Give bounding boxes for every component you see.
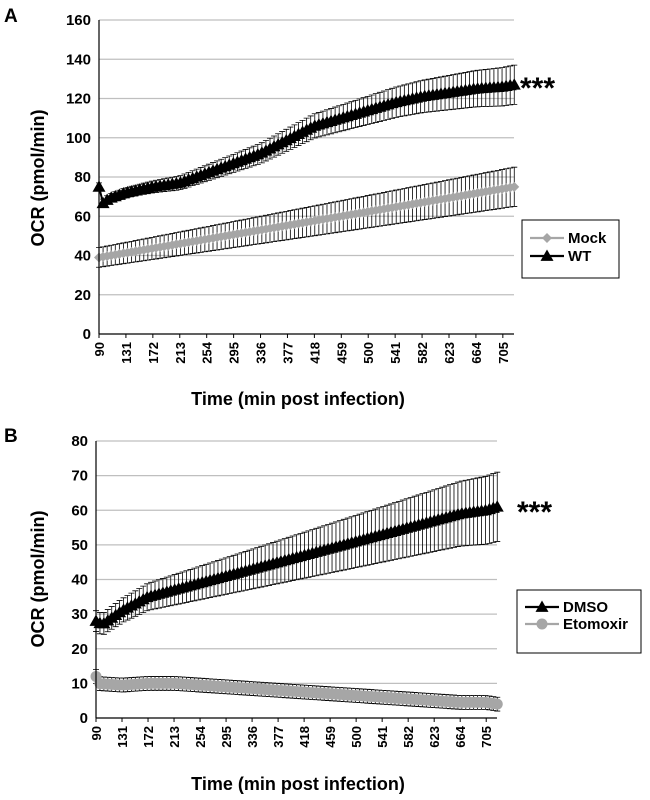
y-tick-label: 60	[71, 502, 88, 519]
x-tick-label: 295	[219, 726, 234, 748]
legend-marker-dmso	[535, 600, 549, 612]
y-tick-label: 20	[71, 641, 88, 658]
data-point-mock	[509, 181, 520, 192]
x-tick-label: 459	[323, 726, 338, 748]
significance-b: ***	[517, 496, 552, 529]
markers-b	[89, 500, 504, 710]
gridlines-a	[99, 19, 514, 296]
x-tick-label: 90	[92, 342, 107, 356]
x-tick-label: 172	[146, 342, 161, 364]
x-tick-label: 336	[245, 726, 260, 748]
x-tick-label: 664	[453, 725, 468, 747]
x-tick-label: 131	[115, 726, 130, 748]
x-tick-label: 541	[375, 726, 390, 748]
significance-a: ***	[520, 72, 555, 105]
y-tick-label: 30	[71, 606, 88, 623]
data-point-dmso	[490, 500, 504, 512]
x-tick-label: 213	[167, 726, 182, 748]
y-tick-label: 10	[71, 675, 88, 692]
error-bars-b	[93, 471, 501, 712]
y-tick-label: 70	[71, 468, 88, 485]
x-tick-label: 418	[297, 726, 312, 748]
x-tick-label: 336	[254, 342, 269, 364]
x-ticks-b: 90 131 172 213 254 295 336 377 418 459 500 541 582 62…	[89, 725, 494, 747]
y-tick-label: 160	[66, 12, 91, 29]
x-tick-label: 500	[361, 342, 376, 364]
legend-box	[521, 219, 620, 279]
y-tick-label: 40	[74, 248, 91, 265]
legend-label-mock: Mock	[568, 230, 607, 247]
y-tick-label: 20	[74, 287, 91, 304]
x-tick-label: 377	[271, 726, 286, 748]
axes-b	[95, 441, 497, 722]
panel-letter-b: B	[4, 426, 18, 447]
y-tick-label: 120	[66, 91, 91, 108]
y-tick-label: 80	[71, 433, 88, 450]
x-tick-label: 254	[200, 341, 215, 363]
panel-letter-a: A	[4, 6, 18, 27]
x-tick-label: 623	[427, 726, 442, 748]
x-tick-label: 254	[193, 725, 208, 747]
legend-label-wt: WT	[568, 248, 591, 265]
data-point-wt	[507, 78, 521, 90]
x-tick-label: 172	[141, 726, 156, 748]
x-tick-label: 541	[388, 342, 403, 364]
x-axis-label-a: Time (min post infection)	[191, 389, 405, 409]
x-tick-label: 582	[415, 342, 430, 364]
x-tick-label: 459	[334, 342, 349, 364]
y-tick-label: 0	[80, 710, 88, 727]
x-tick-label: 500	[349, 726, 364, 748]
legend-marker-etomoxir	[536, 618, 548, 630]
x-tick-label: 295	[227, 342, 242, 364]
y-tick-label: 140	[66, 51, 91, 68]
x-tick-label: 131	[119, 342, 134, 364]
data-point-etomoxir	[491, 698, 503, 710]
y-tick-label: 40	[71, 572, 88, 589]
x-tick-label: 213	[173, 342, 188, 364]
x-tick-label: 705	[479, 726, 494, 748]
x-axis-label-b: Time (min post infection)	[191, 774, 405, 794]
y-axis-label-b: OCR (pmol/min)	[28, 511, 48, 648]
legend-marker-mock	[542, 233, 552, 243]
x-ticks-a: 90 131 172 213 254 295 336 377 418 459 500 541 582 62…	[92, 341, 511, 363]
legend-label-dmso: DMSO	[563, 599, 608, 616]
x-tick-label: 90	[89, 726, 104, 740]
legend-marker-wt	[540, 249, 554, 261]
x-tick-label: 418	[307, 342, 322, 364]
chart-panel-a: A 0 20 40 60 80 100 120 140 160 90 131 172 213 254 29…	[4, 6, 620, 409]
x-tick-label: 623	[442, 342, 457, 364]
x-tick-label: 664	[469, 341, 484, 363]
y-tick-label: 100	[66, 130, 91, 147]
x-tick-label: 582	[401, 726, 416, 748]
chart-panel-b: B 0 10 20 30 40 50 60 70 80 90 131 172 213 254 295 336…	[4, 426, 642, 794]
axes-a	[98, 20, 514, 338]
y-tick-label: 80	[74, 169, 91, 186]
y-ticks-a: 0 20 40 60 80 100 120 140 160	[66, 12, 91, 343]
y-tick-label: 60	[74, 208, 91, 225]
y-ticks-b: 0 10 20 30 40 50 60 70 80	[71, 433, 88, 727]
y-tick-label: 50	[71, 537, 88, 554]
y-tick-label: 0	[83, 326, 91, 343]
x-tick-label: 705	[496, 342, 511, 364]
y-axis-label-a: OCR (pmol/min)	[28, 110, 48, 247]
legend-label-etomoxir: Etomoxir	[563, 616, 628, 633]
x-tick-label: 377	[280, 342, 295, 364]
